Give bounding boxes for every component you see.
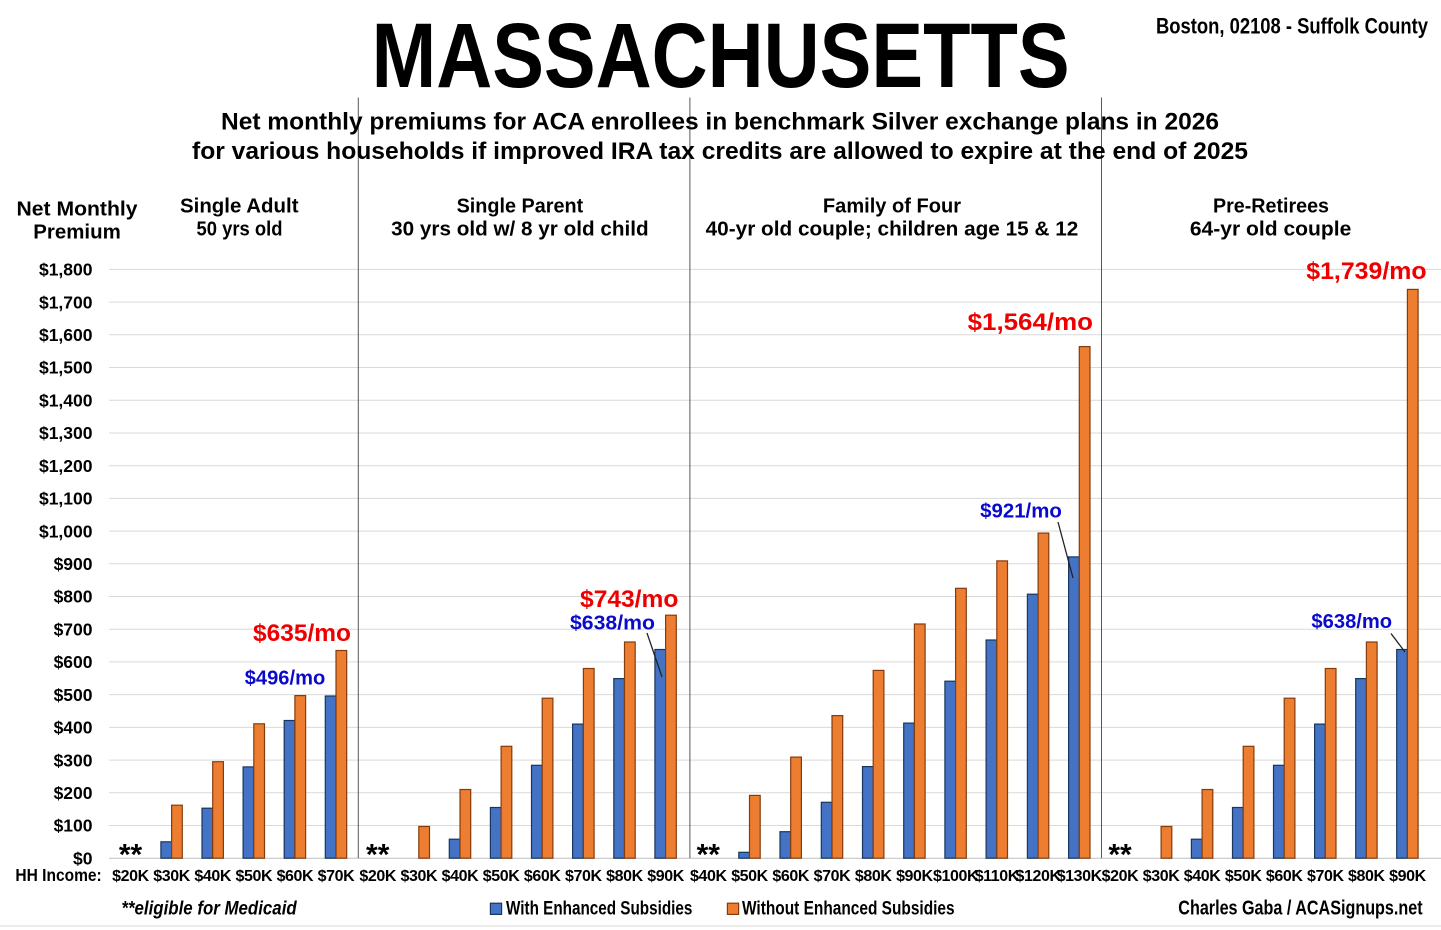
svg-text:64-yr old couple: 64-yr old couple — [1190, 219, 1352, 241]
svg-text:$1,700: $1,700 — [39, 292, 93, 312]
svg-text:$90K: $90K — [647, 868, 684, 885]
svg-text:$30K: $30K — [401, 868, 438, 885]
svg-text:50 yrs old: 50 yrs old — [197, 219, 283, 241]
svg-text:$1,400: $1,400 — [39, 390, 93, 410]
svg-text:$100K: $100K — [933, 868, 979, 885]
svg-text:$90K: $90K — [896, 868, 933, 885]
svg-text:$100: $100 — [54, 816, 93, 836]
svg-text:**eligible for Medicaid: **eligible for Medicaid — [121, 898, 297, 920]
svg-text:**: ** — [366, 839, 390, 872]
svg-text:$20K: $20K — [112, 868, 149, 885]
svg-text:$50K: $50K — [483, 868, 520, 885]
svg-text:Boston, 02108 - Suffolk County: Boston, 02108 - Suffolk County — [1156, 14, 1429, 39]
svg-text:$80K: $80K — [606, 868, 643, 885]
svg-text:$1,800: $1,800 — [39, 260, 93, 280]
svg-text:**: ** — [697, 839, 721, 872]
svg-text:$50K: $50K — [731, 868, 768, 885]
svg-text:$80K: $80K — [855, 868, 892, 885]
svg-text:$1,739/mo: $1,739/mo — [1306, 258, 1426, 285]
svg-text:for various households if impr: for various households if improved IRA t… — [192, 138, 1248, 165]
svg-text:$1,200: $1,200 — [39, 456, 93, 476]
svg-text:$110K: $110K — [975, 868, 1020, 885]
svg-text:With Enhanced Subsidies: With Enhanced Subsidies — [506, 898, 693, 920]
svg-text:MASSACHUSETTS: MASSACHUSETTS — [372, 5, 1070, 107]
svg-text:$1,100: $1,100 — [39, 489, 93, 509]
svg-text:40-yr old couple; children age: 40-yr old couple; children age 15 & 12 — [706, 219, 1079, 241]
svg-text:$120K: $120K — [1015, 868, 1061, 885]
svg-text:$70K: $70K — [1307, 868, 1344, 885]
svg-text:Premium: Premium — [33, 221, 121, 243]
svg-text:$638/mo: $638/mo — [1311, 611, 1392, 633]
svg-text:$60K: $60K — [1266, 868, 1303, 885]
svg-text:**: ** — [1108, 839, 1132, 872]
svg-text:$30K: $30K — [1143, 868, 1180, 885]
svg-text:$638/mo: $638/mo — [570, 613, 655, 635]
svg-text:**: ** — [119, 839, 143, 872]
svg-text:$130K: $130K — [1057, 868, 1103, 885]
svg-text:Single Adult: Single Adult — [180, 195, 299, 217]
svg-text:$70K: $70K — [814, 868, 851, 885]
svg-text:$70K: $70K — [318, 868, 355, 885]
svg-text:$1,000: $1,000 — [39, 521, 93, 541]
svg-text:Charles Gaba / ACASignups.net: Charles Gaba / ACASignups.net — [1178, 898, 1423, 920]
svg-text:$800: $800 — [54, 587, 93, 607]
svg-text:$1,600: $1,600 — [39, 325, 93, 345]
svg-text:$80K: $80K — [1348, 868, 1385, 885]
svg-text:$40K: $40K — [194, 868, 231, 885]
svg-text:$0: $0 — [73, 848, 93, 868]
svg-text:$60K: $60K — [772, 868, 809, 885]
svg-text:$1,300: $1,300 — [39, 423, 93, 443]
svg-text:$20K: $20K — [359, 868, 396, 885]
svg-text:$496/mo: $496/mo — [245, 667, 326, 689]
svg-text:$743/mo: $743/mo — [580, 586, 678, 613]
svg-text:$40K: $40K — [690, 868, 727, 885]
svg-text:$60K: $60K — [277, 868, 314, 885]
svg-text:Without Enhanced Subsidies: Without Enhanced Subsidies — [742, 898, 955, 920]
svg-text:$40K: $40K — [1184, 868, 1221, 885]
svg-text:$1,564/mo: $1,564/mo — [968, 309, 1093, 336]
svg-text:$50K: $50K — [235, 868, 272, 885]
svg-text:$400: $400 — [54, 718, 93, 738]
svg-text:Family of Four: Family of Four — [823, 195, 961, 217]
svg-text:$70K: $70K — [565, 868, 602, 885]
svg-text:$600: $600 — [54, 652, 93, 672]
svg-text:HH Income:: HH Income: — [15, 865, 101, 885]
svg-text:$40K: $40K — [442, 868, 479, 885]
svg-text:$700: $700 — [54, 619, 93, 639]
svg-text:Net Monthly: Net Monthly — [17, 198, 139, 220]
svg-text:$20K: $20K — [1102, 868, 1139, 885]
svg-text:Pre-Retirees: Pre-Retirees — [1213, 195, 1329, 217]
svg-text:$921/mo: $921/mo — [980, 500, 1062, 522]
svg-text:$900: $900 — [54, 554, 93, 574]
svg-text:$200: $200 — [54, 783, 93, 803]
svg-text:Net monthly premiums for ACA e: Net monthly premiums for ACA enrollees i… — [221, 108, 1219, 135]
svg-text:30 yrs old w/ 8 yr old child: 30 yrs old w/ 8 yr old child — [391, 219, 648, 241]
svg-text:$60K: $60K — [524, 868, 561, 885]
svg-text:Single Parent: Single Parent — [457, 195, 584, 217]
svg-text:$1,500: $1,500 — [39, 358, 93, 378]
svg-text:$300: $300 — [54, 750, 93, 770]
svg-text:$90K: $90K — [1389, 868, 1426, 885]
svg-text:$30K: $30K — [153, 868, 190, 885]
svg-text:$635/mo: $635/mo — [253, 620, 351, 647]
svg-text:$500: $500 — [54, 685, 93, 705]
svg-text:$50K: $50K — [1225, 868, 1262, 885]
